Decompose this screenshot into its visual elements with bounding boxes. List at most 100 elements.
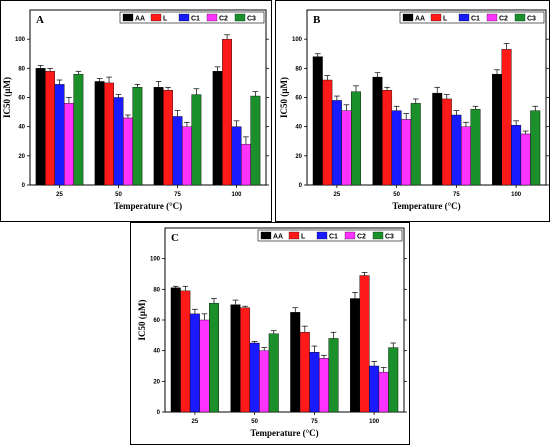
bar-l-100 xyxy=(501,49,512,186)
bar-c1-75 xyxy=(309,352,320,413)
bar-c1-50 xyxy=(249,342,260,413)
bar-l-50 xyxy=(240,307,251,413)
bar-c1-25 xyxy=(54,84,65,186)
bar-c3-50 xyxy=(268,333,279,413)
x-tick-label: 100 xyxy=(231,192,242,198)
x-tick-label: 50 xyxy=(115,192,122,198)
legend-label-l: L xyxy=(163,16,168,23)
legend-swatch-l xyxy=(288,231,300,240)
y-tick-label: 80 xyxy=(153,287,160,293)
legend-label-l: L xyxy=(443,16,448,23)
y-tick-label: 100 xyxy=(150,257,161,263)
panel-b: B 0 20 40 60 80 100 IC50 (µM) Temperature (°C) 25… xyxy=(275,0,550,222)
y-tick-label: 0 xyxy=(22,183,26,189)
legend-label-l: L xyxy=(301,234,306,241)
legend-swatch-c1 xyxy=(458,13,470,22)
bar-c2-50 xyxy=(123,117,133,186)
bar-c3-50 xyxy=(132,87,143,186)
bar-aa-50 xyxy=(372,76,383,186)
bar-aa-25 xyxy=(170,287,181,413)
bar-l-25 xyxy=(180,290,191,413)
y-tick-label: 40 xyxy=(18,125,25,131)
bar-l-75 xyxy=(441,98,452,186)
bar-l-25 xyxy=(322,79,333,186)
legend-label-c1: C1 xyxy=(471,16,480,23)
y-tick-label: 100 xyxy=(15,37,26,43)
legend-swatch-aa xyxy=(260,231,272,240)
bar-c3-50 xyxy=(410,103,421,186)
panel-a: A 0 20 40 60 80 100 IC50 (µM) Temperature (°C) 25… xyxy=(0,0,272,222)
x-tick-label: 25 xyxy=(56,192,63,198)
bar-c3-100 xyxy=(388,347,399,413)
bar-aa-100 xyxy=(492,73,502,186)
legend-label-c1: C1 xyxy=(191,16,200,23)
y-tick-label: 40 xyxy=(153,349,160,355)
x-tick-label: 75 xyxy=(174,192,181,198)
x-tick-label: 25 xyxy=(334,192,341,198)
bar-c1-25 xyxy=(189,313,200,413)
panel-c: C 0 20 40 60 80 100 IC50 (µM) Temperature (°C) 25… xyxy=(130,222,410,445)
bar-c3-100 xyxy=(250,95,261,186)
bar-aa-25 xyxy=(312,56,323,186)
bar-aa-50 xyxy=(230,304,241,413)
bar-c1-100 xyxy=(231,126,242,186)
bar-aa-25 xyxy=(35,68,46,186)
bar-c2-50 xyxy=(259,350,270,413)
y-tick-label: 60 xyxy=(295,96,302,102)
bar-c3-25 xyxy=(209,302,219,413)
bar-c1-50 xyxy=(391,110,402,186)
bar-c2-50 xyxy=(401,119,412,186)
bar-aa-75 xyxy=(290,312,301,413)
y-tick-label: 20 xyxy=(295,154,302,160)
panel-letter: A xyxy=(36,14,44,26)
legend-swatch-c1 xyxy=(316,231,328,240)
x-tick-label: 75 xyxy=(453,192,460,198)
x-axis-label: Temperature (°C) xyxy=(114,201,182,211)
x-axis-label: Temperature (°C) xyxy=(250,428,318,438)
legend-label-c2: C2 xyxy=(357,234,366,241)
x-tick-label: 100 xyxy=(369,419,380,425)
legend-label-c3: C3 xyxy=(385,234,394,241)
legend-swatch-aa xyxy=(402,13,414,22)
y-tick-label: 60 xyxy=(18,96,25,102)
y-tick-label: 80 xyxy=(295,66,302,72)
bar-c1-75 xyxy=(451,114,462,186)
x-axis-label: Temperature (°C) xyxy=(392,201,460,211)
bar-c1-75 xyxy=(172,116,183,186)
legend-swatch-c1 xyxy=(178,13,190,22)
x-tick-label: 50 xyxy=(393,192,400,198)
y-tick-label: 0 xyxy=(157,410,161,416)
bar-c2-100 xyxy=(241,143,251,186)
legend-swatch-c2 xyxy=(206,13,218,22)
legend-label-aa: AA xyxy=(415,16,425,23)
x-tick-label: 75 xyxy=(311,419,318,425)
y-tick-label: 60 xyxy=(153,318,160,324)
legend-swatch-c2 xyxy=(344,231,356,240)
legend-swatch-c3 xyxy=(234,13,246,22)
y-tick-label: 100 xyxy=(292,37,303,43)
legend-label-c2: C2 xyxy=(219,16,228,23)
y-axis-label: IC50 (µM) xyxy=(137,300,147,341)
bar-l-25 xyxy=(45,71,55,186)
y-tick-label: 80 xyxy=(18,66,25,72)
bar-c2-25 xyxy=(199,319,210,413)
bar-c3-75 xyxy=(191,94,202,186)
legend xyxy=(399,11,545,24)
legend xyxy=(257,229,403,242)
bar-c3-25 xyxy=(351,91,361,186)
y-axis-label: IC50 (µM) xyxy=(2,77,12,118)
bar-c1-100 xyxy=(369,365,380,413)
bar-c2-100 xyxy=(378,371,389,413)
y-tick-label: 0 xyxy=(299,183,303,189)
bar-aa-100 xyxy=(212,71,223,186)
x-tick-label: 25 xyxy=(192,419,199,425)
bar-aa-100 xyxy=(350,298,360,413)
legend-label-c3: C3 xyxy=(247,16,256,23)
legend-swatch-c3 xyxy=(372,231,384,240)
bar-aa-75 xyxy=(153,87,164,186)
bar-c3-100 xyxy=(530,110,541,186)
legend-label-aa: AA xyxy=(273,234,283,241)
bar-c2-25 xyxy=(64,103,74,186)
bar-c2-25 xyxy=(341,110,352,186)
